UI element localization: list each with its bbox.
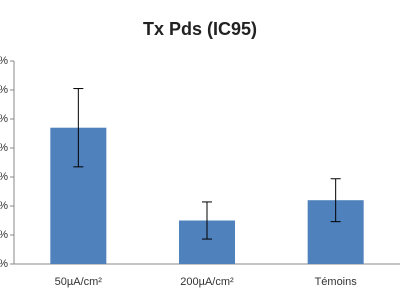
x-tick-label: 50µA/cm² <box>55 276 103 288</box>
x-tick-label: 200µA/cm² <box>180 276 234 288</box>
y-tick-label: % <box>0 258 8 270</box>
y-tick-label: % <box>0 113 8 125</box>
chart-title: Tx Pds (IC95) <box>143 19 257 39</box>
y-tick-label: % <box>0 55 8 67</box>
y-tick-label: % <box>0 171 8 183</box>
y-tick-label: % <box>0 229 8 241</box>
y-tick-label: % <box>0 200 8 212</box>
y-tick-label: % <box>0 84 8 96</box>
x-tick-label: Témoins <box>315 276 358 288</box>
y-tick-label: % <box>0 142 8 154</box>
